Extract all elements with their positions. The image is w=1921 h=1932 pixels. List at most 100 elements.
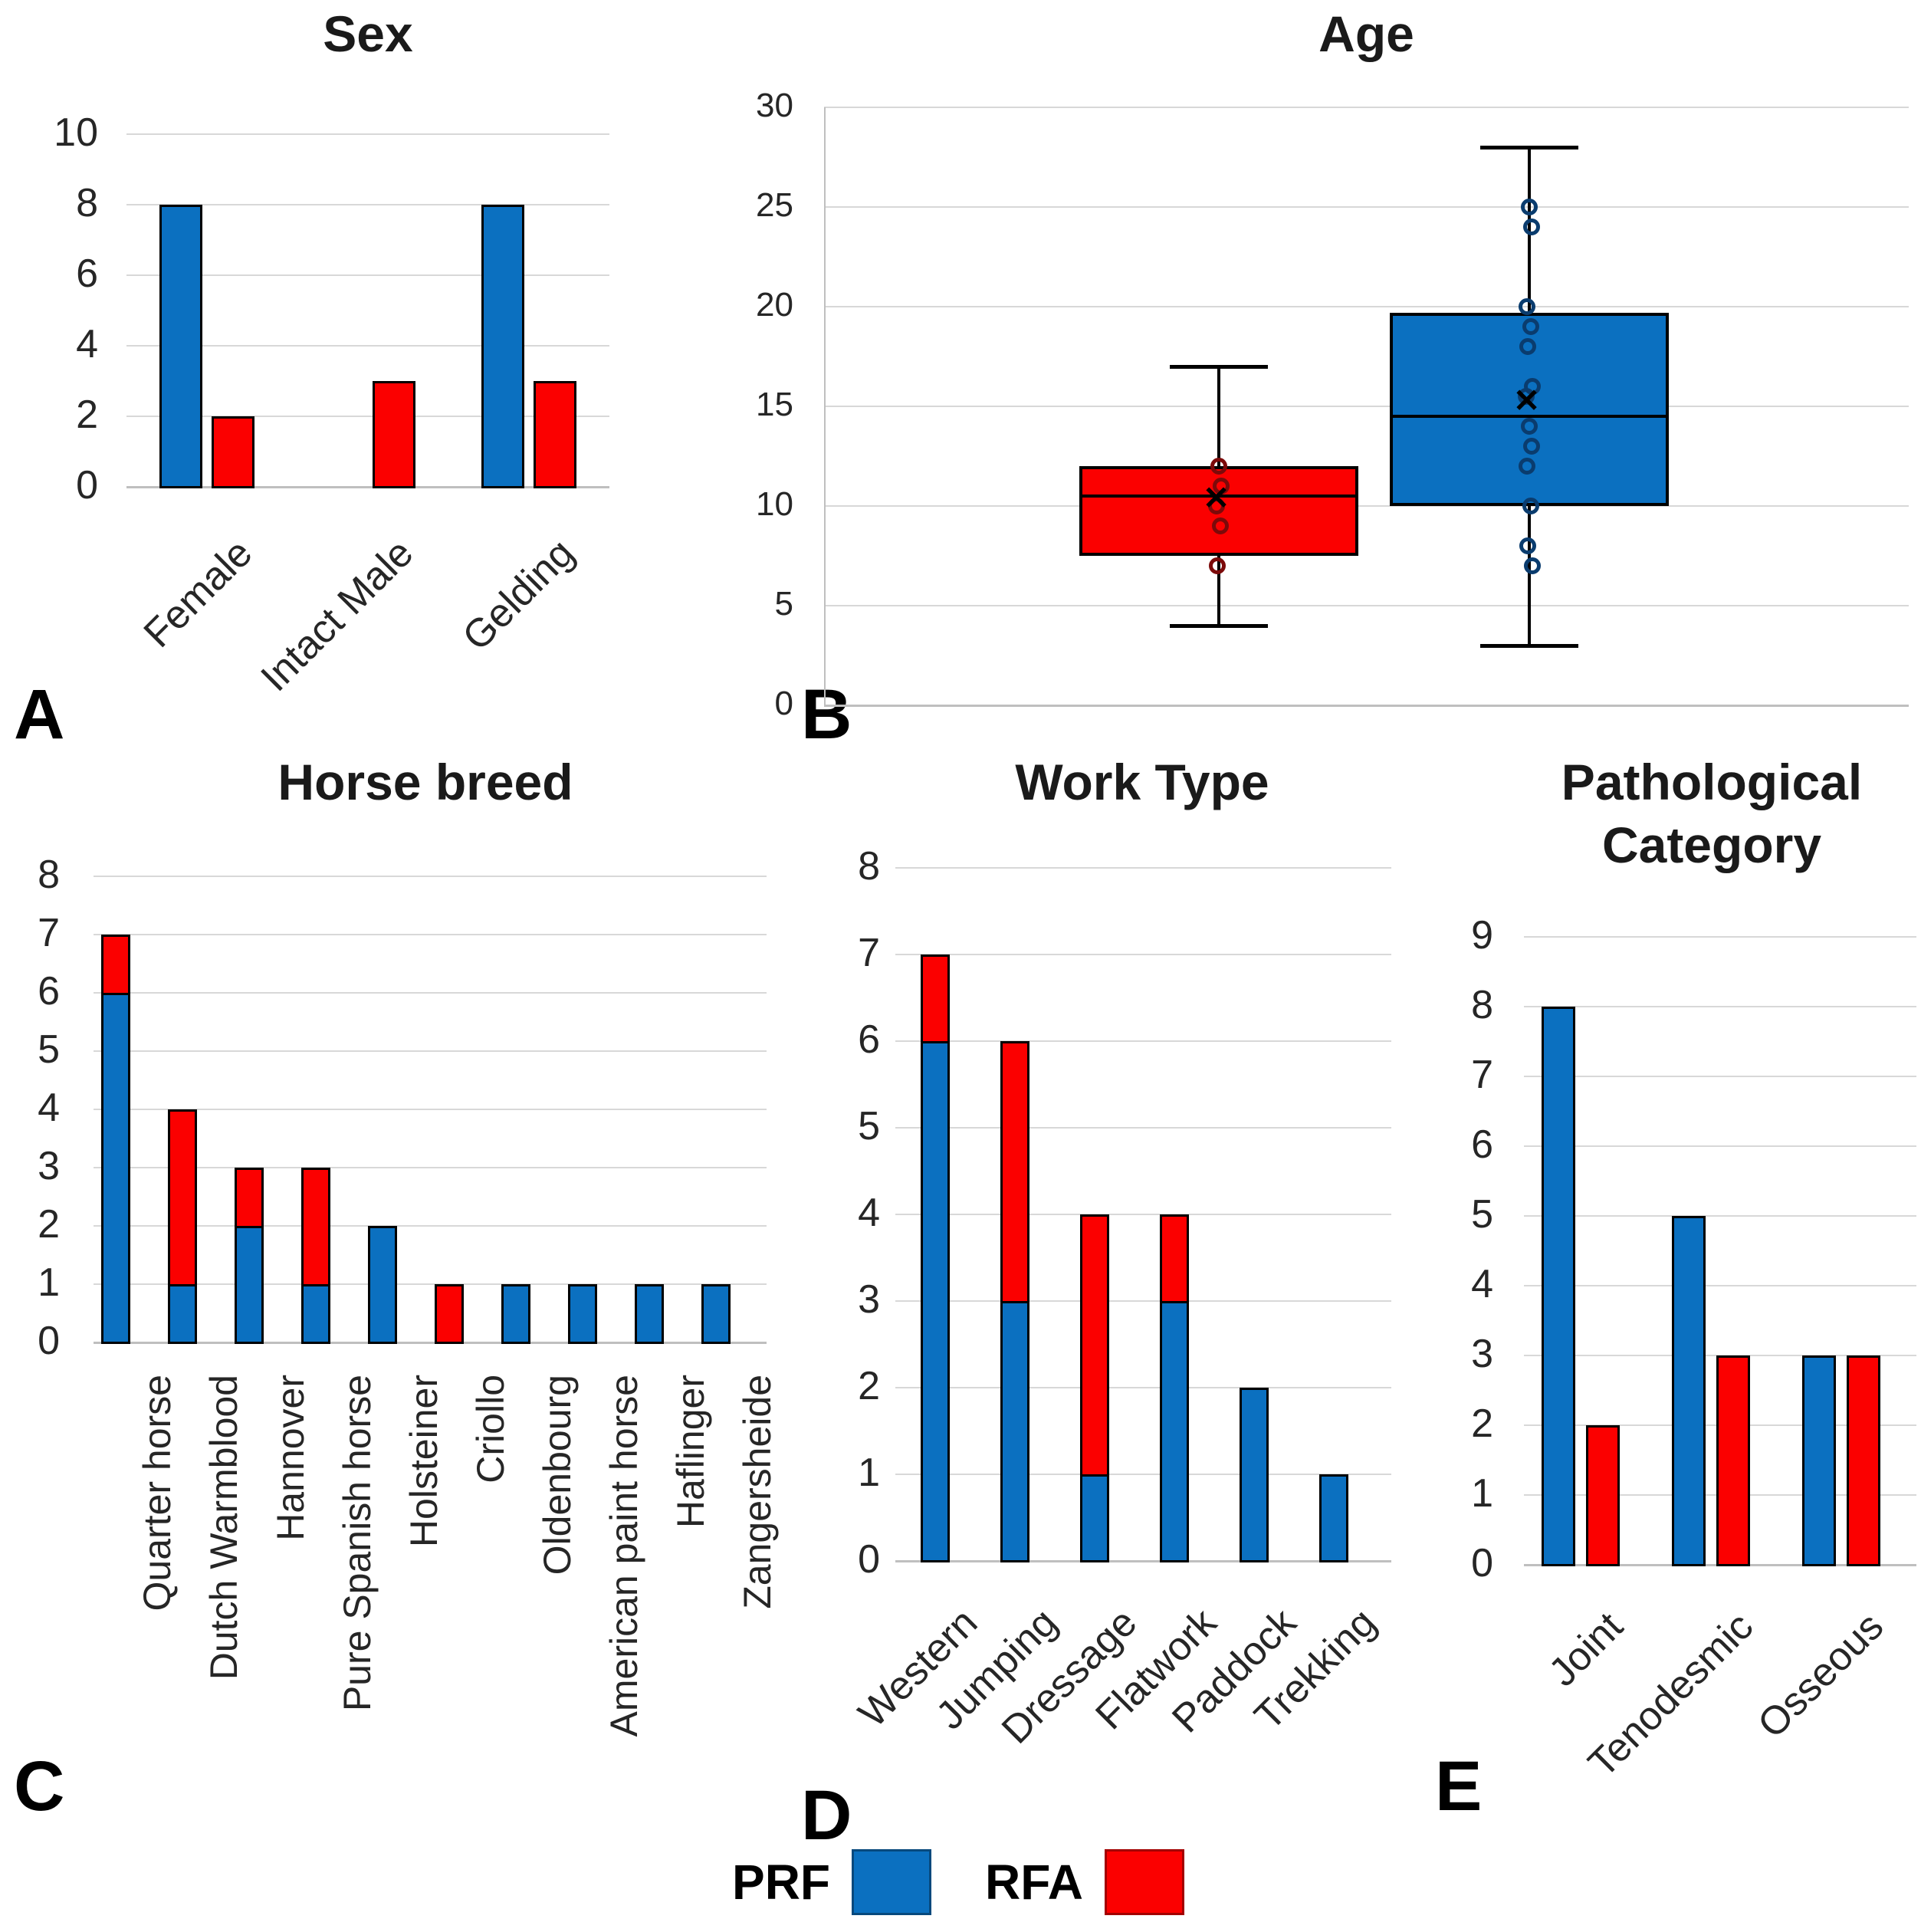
grid-line: [94, 1225, 767, 1227]
y-tick-label: 20: [756, 285, 793, 324]
bar-segment-prf: [1000, 1301, 1029, 1562]
panel-letter-b: B: [801, 675, 852, 754]
whisker-cap-max: [1480, 146, 1578, 150]
bar-segment-rfa: [168, 1109, 197, 1286]
whisker-cap-min: [1480, 644, 1578, 648]
whisker-stem-lower: [1528, 506, 1531, 646]
y-tick-label: 2: [38, 1201, 60, 1247]
grid-line: [1524, 1006, 1916, 1007]
y-tick-label: 7: [38, 910, 60, 955]
y-tick-label: 10: [54, 110, 98, 155]
bar-segment-prf: [701, 1284, 731, 1344]
bar-segment-rfa: [101, 935, 130, 995]
data-point: [1210, 458, 1227, 475]
bar-segment-prf: [1240, 1388, 1269, 1562]
bar-prf: [1802, 1355, 1836, 1566]
grid-line: [895, 867, 1391, 869]
y-tick-label: 3: [1471, 1331, 1493, 1376]
bar-segment-rfa: [1000, 1041, 1029, 1303]
bar-segment-prf: [101, 993, 130, 1344]
y-tick-label: 4: [1471, 1261, 1493, 1306]
data-point: [1519, 338, 1536, 355]
bar-prf: [1672, 1216, 1706, 1566]
grid-line: [895, 1127, 1391, 1129]
grid-line: [94, 876, 767, 877]
bar-segment-prf: [168, 1284, 197, 1344]
category-label: Osseous: [1749, 1604, 1893, 1747]
data-point: [1523, 438, 1540, 455]
y-tick-label: 8: [76, 180, 98, 225]
y-tick-label: 7: [858, 930, 880, 975]
data-point: [1522, 318, 1539, 335]
y-tick-label: 4: [858, 1190, 880, 1235]
median-line: [1079, 495, 1358, 498]
bar-rfa: [1586, 1425, 1620, 1566]
bar-segment-rfa: [235, 1168, 264, 1228]
legend-item-rfa: RFA: [985, 1849, 1184, 1915]
grid-line: [1524, 1145, 1916, 1147]
category-label: Holsteiner: [402, 1375, 445, 1548]
bar-rfa: [1716, 1355, 1750, 1566]
y-tick-label: 0: [38, 1318, 60, 1363]
y-tick-label: 3: [38, 1143, 60, 1188]
grid-line: [1524, 1285, 1916, 1286]
grid-line: [895, 1040, 1391, 1042]
data-point: [1519, 537, 1536, 554]
grid-line: [895, 1387, 1391, 1388]
bar-segment-prf: [568, 1284, 597, 1344]
y-tick-label: 1: [1471, 1470, 1493, 1516]
bar-segment-rfa: [1080, 1214, 1109, 1477]
plot-left-border: [824, 107, 826, 705]
panel-letter-e: E: [1435, 1747, 1483, 1825]
data-point: [1521, 418, 1538, 435]
y-tick-label: 4: [76, 321, 98, 366]
legend-label-rfa: RFA: [985, 1855, 1083, 1910]
x-axis-line: [895, 1560, 1391, 1562]
y-tick-label: 15: [756, 385, 793, 423]
grid-line: [126, 204, 609, 205]
x-axis-line: [126, 486, 609, 488]
grid-line: [94, 1109, 767, 1110]
pathological-category-title-line2: Category: [1601, 816, 1822, 873]
category-label: Gelding: [454, 531, 583, 660]
panel-letter-d: D: [801, 1776, 852, 1855]
horse-breed-chart-title: Horse breed: [277, 754, 573, 810]
category-label: Dutch Warmblood: [202, 1375, 245, 1681]
grid-line: [126, 345, 609, 347]
bar-segment-rfa: [435, 1284, 464, 1344]
bar-segment-prf: [1080, 1474, 1109, 1562]
bar-rfa: [212, 416, 254, 488]
grid-line: [94, 1283, 767, 1285]
panel-letter-a: A: [14, 675, 65, 754]
data-point: [1519, 458, 1535, 475]
category-label: Criollo: [469, 1375, 512, 1484]
whisker-cap-min: [1170, 624, 1268, 628]
y-tick-label: 0: [1471, 1540, 1493, 1585]
sex-chart-title: Sex: [323, 5, 413, 62]
work-type-chart-title: Work Type: [1015, 754, 1269, 810]
grid-line: [126, 274, 609, 276]
bar-segment-prf: [301, 1284, 330, 1344]
legend: PRF RFA: [732, 1849, 1184, 1915]
data-point: [1521, 199, 1538, 215]
y-tick-label: 3: [858, 1276, 880, 1322]
y-tick-label: 2: [858, 1363, 880, 1408]
grid-line: [824, 605, 1909, 606]
bar-rfa: [373, 381, 415, 488]
y-tick-label: 7: [1471, 1052, 1493, 1097]
grid-line: [895, 954, 1391, 955]
y-tick-label: 5: [1471, 1191, 1493, 1237]
bar-segment-prf: [1319, 1474, 1348, 1562]
bar-prf: [1542, 1007, 1575, 1566]
bar-prf: [481, 205, 524, 488]
bar-segment-prf: [235, 1226, 264, 1344]
y-tick-label: 6: [1471, 1122, 1493, 1167]
grid-line: [126, 133, 609, 135]
bar-segment-prf: [921, 1041, 950, 1562]
y-tick-label: 30: [756, 86, 793, 124]
y-tick-label: 1: [858, 1450, 880, 1495]
y-tick-label: 6: [858, 1017, 880, 1062]
y-tick-label: 2: [1471, 1401, 1493, 1446]
data-point: [1523, 219, 1540, 235]
